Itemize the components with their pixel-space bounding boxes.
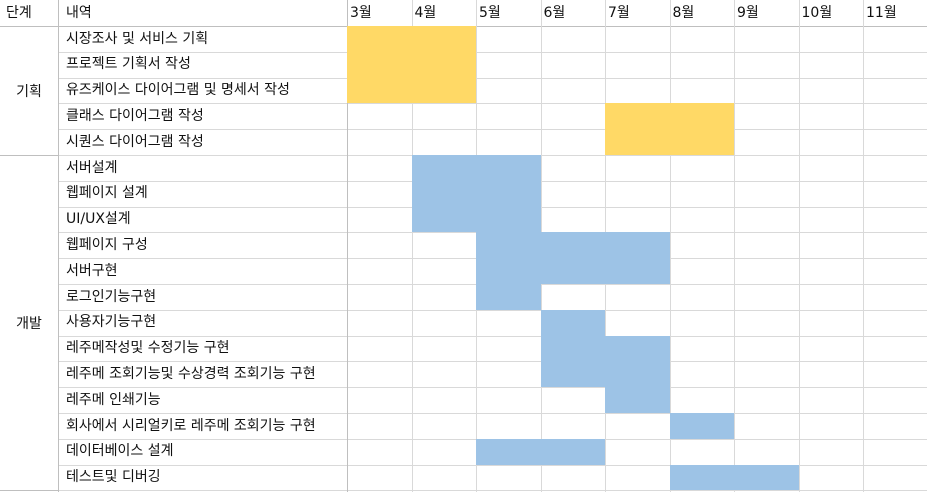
task-label: 시퀀스 다이어그램 작성 xyxy=(66,133,204,150)
task-label: 레주메 조회기능및 수상경력 조회기능 구현 xyxy=(66,365,316,382)
phase-label: 기획 xyxy=(16,83,42,100)
month-header: 6월 xyxy=(543,5,566,21)
month-header: 4월 xyxy=(414,5,437,21)
gantt-bar xyxy=(605,103,734,130)
task-label: 테스트및 디버깅 xyxy=(66,469,161,486)
grid-line xyxy=(58,52,927,53)
gantt-bar xyxy=(347,26,476,52)
phase-label: 개발 xyxy=(16,315,42,332)
grid-line xyxy=(0,490,58,491)
task-label: UI/UX설계 xyxy=(66,211,131,228)
grid-line xyxy=(58,413,927,414)
month-header: 9월 xyxy=(737,5,759,21)
gantt-bar xyxy=(669,464,799,491)
gantt-bar xyxy=(347,77,476,104)
month-header: 3월 xyxy=(350,5,372,21)
grid-line xyxy=(670,0,671,492)
gantt-bar xyxy=(476,232,670,259)
gantt-bar xyxy=(605,129,734,155)
gantt-bar xyxy=(540,335,670,362)
gantt-bar xyxy=(476,438,605,465)
grid-line xyxy=(58,129,927,130)
task-label: 유즈케이스 다이어그램 및 명세서 작성 xyxy=(66,82,290,99)
task-label: 회사에서 시리얼키로 레주메 조회기능 구현 xyxy=(66,417,316,434)
grid-line xyxy=(347,0,348,492)
grid-line xyxy=(412,0,413,492)
grid-line xyxy=(58,310,927,311)
task-label: 레주메작성및 수정기능 구현 xyxy=(66,340,230,357)
task-label: 데이터베이스 설계 xyxy=(66,443,174,460)
grid-line xyxy=(863,0,864,492)
grid-line xyxy=(734,0,735,492)
gantt-bar xyxy=(347,51,476,78)
grid-line xyxy=(58,336,927,337)
grid-line xyxy=(58,78,927,79)
task-header: 내역 xyxy=(66,5,92,21)
gantt-bar xyxy=(605,387,670,413)
gantt-bar xyxy=(411,180,541,207)
gantt-bar xyxy=(411,206,541,233)
month-header: 11월 xyxy=(866,5,897,21)
task-label: 프로젝트 기획서 작성 xyxy=(66,56,191,73)
month-header: 8월 xyxy=(672,5,695,21)
grid-line xyxy=(58,361,927,362)
gantt-bar xyxy=(476,284,541,310)
task-label: 서버구현 xyxy=(66,262,118,279)
gantt-bar xyxy=(540,361,670,388)
grid-line xyxy=(58,490,927,491)
task-label: 서버설계 xyxy=(66,159,118,176)
gantt-bar xyxy=(411,155,541,181)
task-label: 클래스 다이어그램 작성 xyxy=(66,107,204,124)
gantt-bar xyxy=(669,413,734,439)
task-label: 레주메 인쇄기능 xyxy=(66,391,161,408)
task-label: 웹페이지 설계 xyxy=(66,185,148,202)
grid-line xyxy=(58,103,927,104)
task-label: 로그인기능구현 xyxy=(66,288,157,305)
task-label: 시장조사 및 서비스 기획 xyxy=(66,30,209,47)
task-label: 사용자기능구현 xyxy=(66,314,157,331)
grid-line xyxy=(58,465,927,466)
grid-line xyxy=(58,387,927,388)
gantt-bar xyxy=(476,258,670,284)
gantt-bar xyxy=(540,309,605,336)
month-header: 5월 xyxy=(479,5,501,21)
grid-line xyxy=(799,0,800,492)
month-header: 7월 xyxy=(608,5,630,21)
grid-line xyxy=(58,0,59,492)
month-header: 10월 xyxy=(801,5,833,21)
phase-header: 단계 xyxy=(6,5,32,21)
task-label: 웹페이지 구성 xyxy=(66,236,148,253)
grid-line xyxy=(0,155,58,156)
